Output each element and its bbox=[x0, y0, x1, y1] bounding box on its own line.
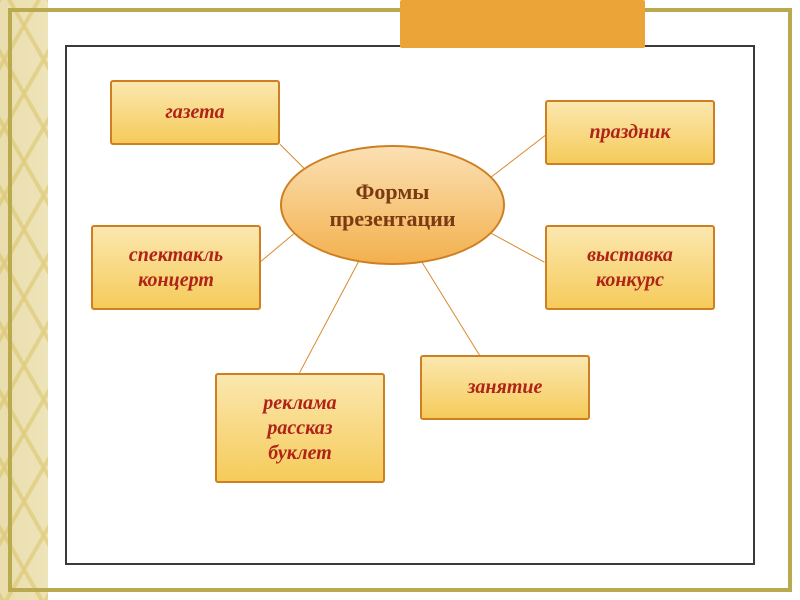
top-badge bbox=[400, 0, 645, 48]
satellite-node: занятие bbox=[420, 355, 590, 420]
satellite-node-label: газета bbox=[165, 100, 224, 125]
satellite-node: выставкаконкурс bbox=[545, 225, 715, 310]
satellite-node-label: праздник bbox=[590, 120, 671, 145]
satellite-node-label: рекламарассказбуклет bbox=[263, 391, 336, 466]
satellite-node: спектакльконцерт bbox=[91, 225, 261, 310]
satellite-node-label: выставкаконкурс bbox=[587, 243, 673, 293]
slide-viewport: Формыпрезентации газета праздник спектакль… bbox=[0, 0, 800, 600]
satellite-node-label: занятие bbox=[468, 375, 543, 400]
center-node: Формыпрезентации bbox=[280, 145, 505, 265]
satellite-node: рекламарассказбуклет bbox=[215, 373, 385, 483]
center-node-label: Формыпрезентации bbox=[329, 178, 455, 233]
satellite-node: газета bbox=[110, 80, 280, 145]
satellite-node-label: спектакльконцерт bbox=[129, 243, 223, 293]
satellite-node: праздник bbox=[545, 100, 715, 165]
